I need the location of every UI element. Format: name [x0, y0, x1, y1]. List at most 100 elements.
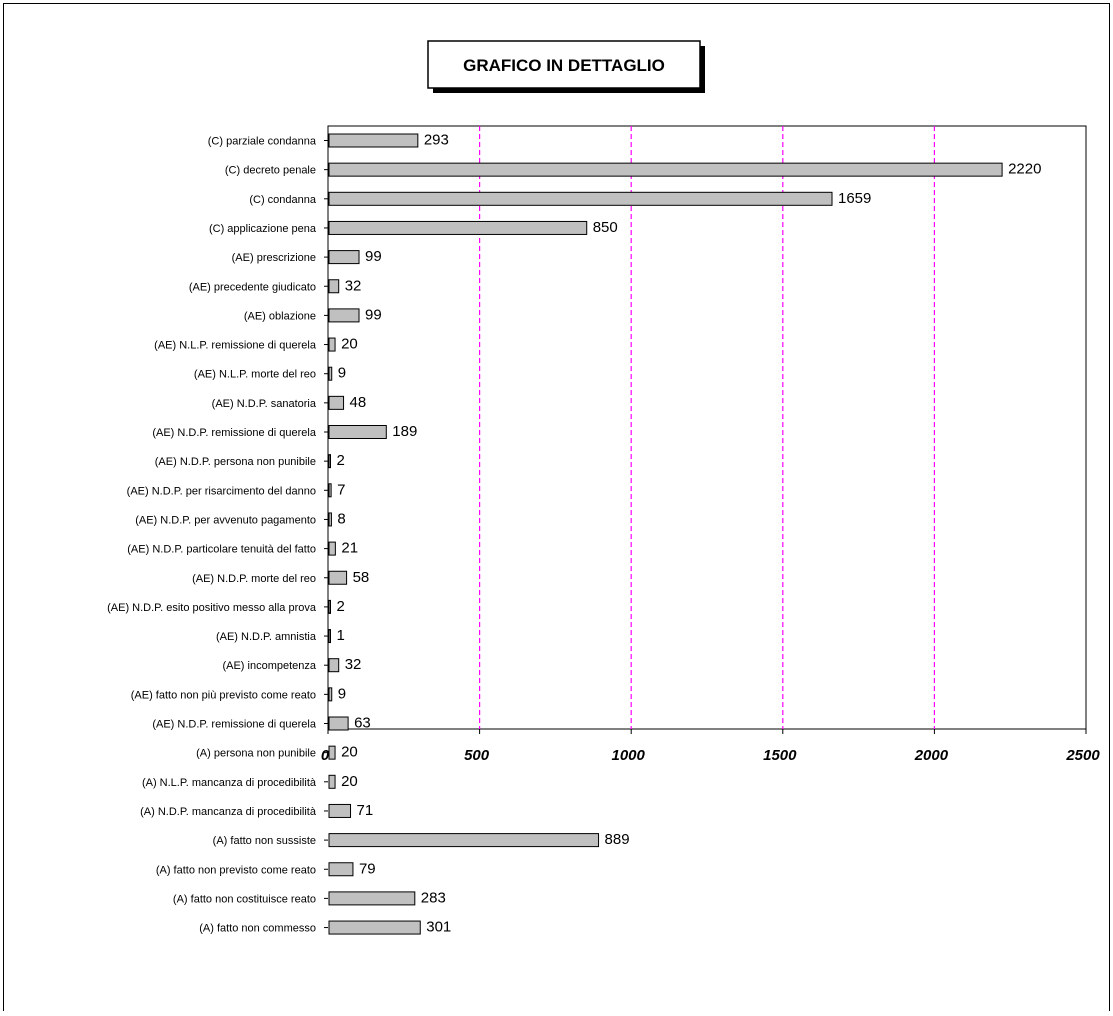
bar	[328, 658, 340, 673]
bar	[328, 687, 333, 702]
category-label: (AE) N.L.P. morte del reo	[194, 369, 316, 381]
bars	[328, 133, 1003, 935]
x-tick-label: 500	[464, 747, 490, 764]
bar	[328, 862, 354, 877]
value-label: 889	[605, 831, 630, 848]
value-label: 293	[424, 132, 449, 149]
value-label: 9	[338, 685, 346, 702]
category-label: (AE) fatto non più previsto come reato	[131, 689, 316, 701]
category-labels: (C) parziale condanna (C) decreto penale (…	[107, 136, 328, 935]
category-label: (AE) N.D.P. remissione di querela	[152, 719, 317, 731]
bar	[328, 833, 600, 848]
bar	[328, 541, 336, 556]
value-label: 2220	[1008, 161, 1041, 178]
value-label: 2	[337, 598, 345, 615]
category-label: (AE) incompetenza	[222, 660, 316, 672]
category-label: (AE) N.D.P. esito positivo messo alla pr…	[107, 602, 317, 614]
category-label: (AE) N.L.P. remissione di querela	[154, 340, 317, 352]
category-label: (A) fatto non commesso	[199, 923, 316, 935]
bar	[328, 716, 349, 731]
value-label: 99	[365, 306, 382, 323]
category-label: (C) decreto penale	[225, 165, 316, 177]
value-label: 301	[426, 919, 451, 936]
bar	[328, 220, 588, 235]
value-label: 189	[392, 423, 417, 440]
category-label: (AE) N.D.P. per risarcimento del danno	[127, 485, 316, 497]
value-label: 79	[359, 860, 376, 877]
category-label: (AE) N.D.P. amnistia	[216, 631, 317, 643]
bar	[328, 920, 421, 935]
x-tick-label: 2000	[914, 747, 949, 764]
category-label: (A) persona non punibile	[196, 748, 316, 760]
bar	[328, 191, 833, 206]
bar	[328, 366, 333, 381]
category-label: (AE) N.D.P. morte del reo	[192, 573, 316, 585]
chart-title: GRAFICO IN DETTAGLIO	[463, 56, 665, 75]
bar	[328, 425, 387, 439]
x-tick-label: 2500	[1065, 747, 1100, 764]
category-label: (AE) oblazione	[244, 310, 316, 322]
category-label: (AE) N.D.P. particolare tenuità del fatt…	[127, 544, 316, 556]
plot-area	[327, 125, 1087, 730]
category-label: (AE) N.D.P. sanatoria	[212, 398, 317, 410]
value-label: 71	[357, 802, 374, 819]
bar	[328, 599, 331, 614]
bar	[328, 162, 1003, 177]
value-label: 8	[337, 510, 345, 527]
bar	[328, 250, 360, 265]
value-label: 48	[350, 394, 367, 411]
value-label: 20	[341, 336, 358, 353]
x-axis-ticks: 0 500 1000 1500 2000 2500	[321, 729, 1100, 764]
category-label: (C) condanna	[249, 194, 317, 206]
bar	[328, 745, 336, 760]
bar	[328, 570, 348, 585]
value-label: 63	[354, 715, 371, 732]
value-label: 2	[337, 452, 345, 469]
category-label: (AE) N.D.P. per avvenuto pagamento	[135, 514, 316, 526]
value-label: 7	[337, 481, 345, 498]
bar	[328, 483, 332, 498]
category-label: (A) fatto non previsto come reato	[156, 864, 316, 876]
category-label: (A) fatto non costituisce reato	[173, 893, 316, 905]
bar	[328, 279, 340, 294]
value-label: 9	[338, 365, 346, 382]
value-label: 1659	[838, 190, 871, 207]
x-tick-label: 1500	[763, 747, 797, 764]
value-label: 58	[353, 569, 370, 586]
value-label: 32	[345, 656, 362, 673]
value-label: 21	[341, 540, 358, 557]
bar	[328, 133, 419, 148]
category-label: (A) N.D.P. mancanza di procedibilità	[140, 806, 317, 818]
value-label: 1	[337, 627, 345, 644]
value-label: 850	[593, 219, 618, 236]
category-label: (AE) prescrizione	[232, 252, 316, 264]
category-label: (AE) precedente giudicato	[189, 281, 316, 293]
category-label: (A) fatto non sussiste	[213, 835, 316, 847]
chart-frame	[3, 3, 1110, 1016]
category-label: (C) parziale condanna	[208, 136, 317, 148]
category-label: (AE) N.D.P. remissione di querela	[152, 427, 317, 439]
bar	[328, 454, 331, 469]
value-label: 32	[345, 277, 362, 294]
bar	[328, 308, 360, 323]
category-label: (A) N.L.P. mancanza di procedibilità	[142, 777, 317, 789]
bar	[328, 803, 352, 818]
value-labels: 2932220165985099329920948189278215821329…	[337, 132, 1042, 936]
value-label: 20	[341, 744, 358, 761]
bar	[328, 512, 332, 527]
bar	[328, 774, 336, 789]
bar	[328, 395, 345, 410]
bar	[328, 629, 331, 644]
category-label: (C) applicazione pena	[209, 223, 317, 235]
value-label: 99	[365, 248, 382, 265]
bar	[328, 891, 416, 906]
bar	[328, 337, 336, 352]
value-label: 20	[341, 773, 358, 790]
category-label: (AE) N.D.P. persona non punibile	[155, 456, 316, 468]
title-box	[427, 40, 701, 89]
x-tick-label: 0	[321, 747, 330, 764]
x-tick-label: 1000	[612, 747, 646, 764]
value-label: 283	[421, 889, 446, 906]
